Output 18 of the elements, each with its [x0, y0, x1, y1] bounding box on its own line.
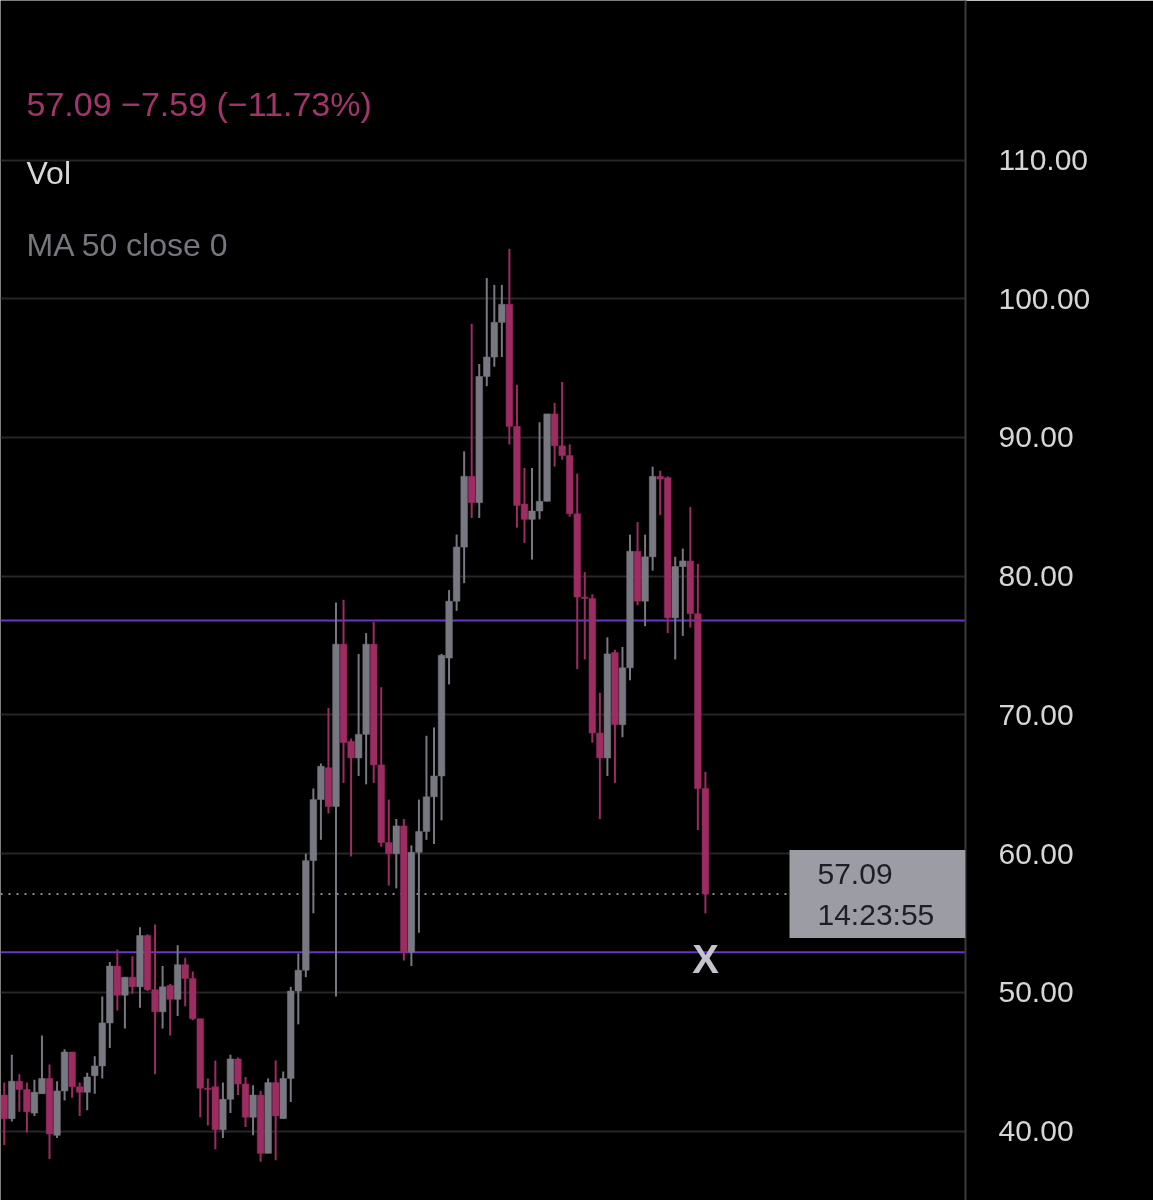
y-tick-label: 60.00 [998, 836, 1074, 870]
candlestick [121, 976, 129, 1030]
candlestick [128, 955, 136, 995]
candlestick [83, 1071, 91, 1112]
y-tick-label: 110.00 [998, 143, 1089, 177]
y-tick-label: 100.00 [998, 281, 1091, 315]
text: 57.09 −7.59 (−11.73%) [26, 84, 372, 123]
y-tick-label: 80.00 [998, 559, 1074, 593]
annotation: Vol [26, 154, 71, 191]
y-tick-label: 90.00 [998, 420, 1074, 454]
y-tick-label: 50.00 [998, 975, 1074, 1009]
candlestick [0, 1081, 8, 1147]
ref-line-label: 57.09 14:23:55 [817, 857, 935, 931]
candlestick [166, 983, 174, 1037]
annotation: MA 50 close 0 [26, 226, 228, 263]
y-tick-label: 40.00 [998, 1114, 1074, 1148]
y-tick-label: 70.00 [998, 697, 1074, 731]
candlestick [249, 1084, 257, 1137]
